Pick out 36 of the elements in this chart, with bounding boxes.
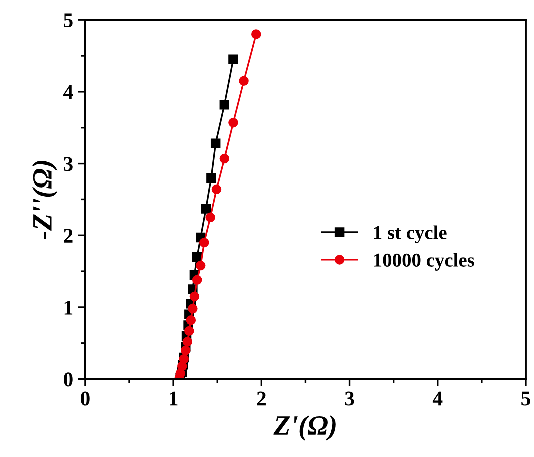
x-tick-label: 4 <box>432 392 443 406</box>
y-tick-label: 4 <box>64 85 74 100</box>
point <box>220 154 230 164</box>
point <box>184 326 194 336</box>
point <box>252 30 262 40</box>
point <box>188 304 198 314</box>
y-tick-label: 5 <box>64 14 73 28</box>
x-tick-label: 0 <box>81 392 90 406</box>
point <box>182 337 193 347</box>
legend-label: 10000 cycles <box>374 253 474 271</box>
point <box>196 260 206 271</box>
y-tick-label: 2 <box>64 229 73 243</box>
point <box>206 173 216 184</box>
point <box>210 138 221 149</box>
x-tick-label: 5 <box>522 392 530 406</box>
point <box>181 346 191 356</box>
point <box>201 204 212 214</box>
x-tick-label: 1 <box>170 392 178 406</box>
x-tick-label: 3 <box>345 392 354 406</box>
y-tick-label: 3 <box>64 157 73 172</box>
point <box>220 100 230 110</box>
x-axis-title: Z'(Ω) <box>274 416 336 441</box>
y-axis-title: -Z''(Ω) <box>32 161 58 240</box>
point <box>192 275 202 286</box>
point <box>228 54 238 64</box>
point <box>186 316 196 326</box>
point <box>200 238 210 248</box>
x-tick-label: 2 <box>257 392 266 406</box>
point <box>239 76 249 86</box>
y-tick-label: 1 <box>64 300 73 315</box>
point <box>212 184 222 195</box>
point <box>190 292 200 302</box>
y-tick-label: 0 <box>64 372 73 387</box>
point <box>206 212 216 223</box>
point <box>228 118 238 128</box>
legend-label: 1 st cycle <box>374 226 447 244</box>
